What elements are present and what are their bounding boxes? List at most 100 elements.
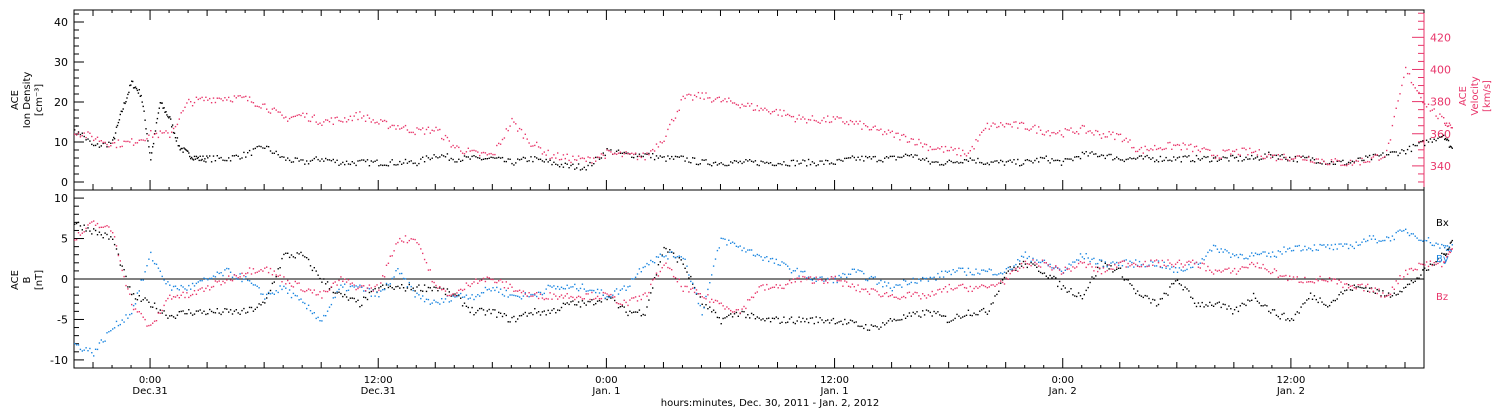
bx-point [269, 289, 272, 292]
by-point [1138, 260, 1141, 263]
bz-point [321, 297, 323, 299]
density-point [1032, 162, 1034, 164]
density-point [595, 156, 597, 159]
bz-point [633, 297, 635, 299]
density-point [792, 159, 795, 161]
velocity-point [220, 98, 222, 100]
velocity-point [1127, 141, 1129, 143]
bz-point [1444, 260, 1447, 262]
density-point [129, 84, 131, 87]
by-point [509, 294, 511, 296]
by-point [307, 304, 310, 306]
bz-point [1216, 270, 1219, 272]
by-point [787, 265, 789, 267]
density-point [158, 107, 160, 109]
density-point [202, 155, 204, 157]
bx-point [804, 320, 806, 323]
density-point [962, 162, 964, 164]
velocity-point [653, 150, 656, 152]
velocity-point [1449, 124, 1452, 126]
bz-point [779, 284, 781, 286]
density-point [416, 164, 418, 167]
by-point [444, 298, 447, 300]
bx-point [507, 321, 509, 323]
bz-point [471, 283, 473, 285]
by-point [712, 265, 715, 267]
bz-point [711, 298, 713, 301]
bx-point [960, 317, 962, 319]
by-point [248, 280, 251, 282]
density-point [1328, 162, 1331, 165]
by-point [342, 286, 344, 288]
velocity-point [690, 94, 692, 96]
velocity-point [973, 148, 975, 150]
density-point [1277, 158, 1279, 160]
velocity-point [1038, 126, 1040, 128]
bz-point [186, 292, 188, 294]
velocity-point [1087, 130, 1089, 133]
by-point [89, 347, 91, 350]
bz-point [623, 299, 625, 301]
bz-point [577, 295, 580, 297]
velocity-point [558, 159, 561, 161]
by-point [663, 256, 665, 258]
bx-point [769, 321, 772, 323]
bx-point [315, 270, 317, 272]
velocity-point [1344, 164, 1346, 167]
by-point [1340, 243, 1342, 245]
by-point [79, 348, 82, 351]
density-point [98, 146, 101, 148]
bz-point [720, 302, 722, 304]
by-point [1406, 232, 1409, 234]
by-point [1283, 246, 1285, 248]
bz-point [1129, 265, 1131, 267]
density-point [855, 159, 857, 161]
by-point [790, 272, 793, 274]
by-point [144, 271, 146, 273]
by-point [587, 290, 589, 292]
bx-point [1038, 270, 1040, 272]
density-point [199, 155, 201, 157]
bx-point [893, 318, 895, 321]
velocity-point [226, 99, 228, 101]
velocity-point [190, 101, 192, 103]
bx-point [1361, 287, 1363, 289]
by-point [1365, 240, 1367, 243]
density-point [1112, 159, 1114, 161]
density-point [152, 142, 155, 145]
bz-point [1211, 271, 1213, 273]
bx-point [427, 286, 430, 289]
bx-point [1207, 305, 1209, 307]
by-point [275, 290, 277, 292]
density-point [1039, 156, 1042, 159]
bx-point [463, 302, 466, 304]
bz-point [1123, 260, 1125, 262]
bx-point [486, 310, 488, 312]
density-point [863, 160, 865, 162]
density-point [245, 156, 247, 158]
bx-point [937, 311, 939, 313]
density-point [1163, 159, 1165, 162]
bx-point [363, 296, 365, 298]
bx-point [414, 290, 416, 292]
by-point [229, 271, 232, 273]
density-point [922, 158, 924, 160]
by-point [541, 293, 544, 296]
density-point [1209, 161, 1211, 163]
velocity-point [671, 118, 673, 121]
density-point [650, 156, 652, 159]
by-point [1165, 267, 1167, 269]
bz-point [752, 296, 755, 299]
velocity-point [562, 154, 565, 156]
bx-point [1186, 288, 1188, 290]
density-point [1155, 159, 1158, 161]
bz-point [98, 226, 101, 229]
velocity-point [1097, 130, 1099, 133]
bz-point [1171, 263, 1173, 266]
density-point [1349, 162, 1352, 164]
bz-point [315, 294, 317, 296]
bx-point [882, 322, 884, 324]
density-point [119, 113, 121, 116]
bz-point [539, 293, 542, 295]
